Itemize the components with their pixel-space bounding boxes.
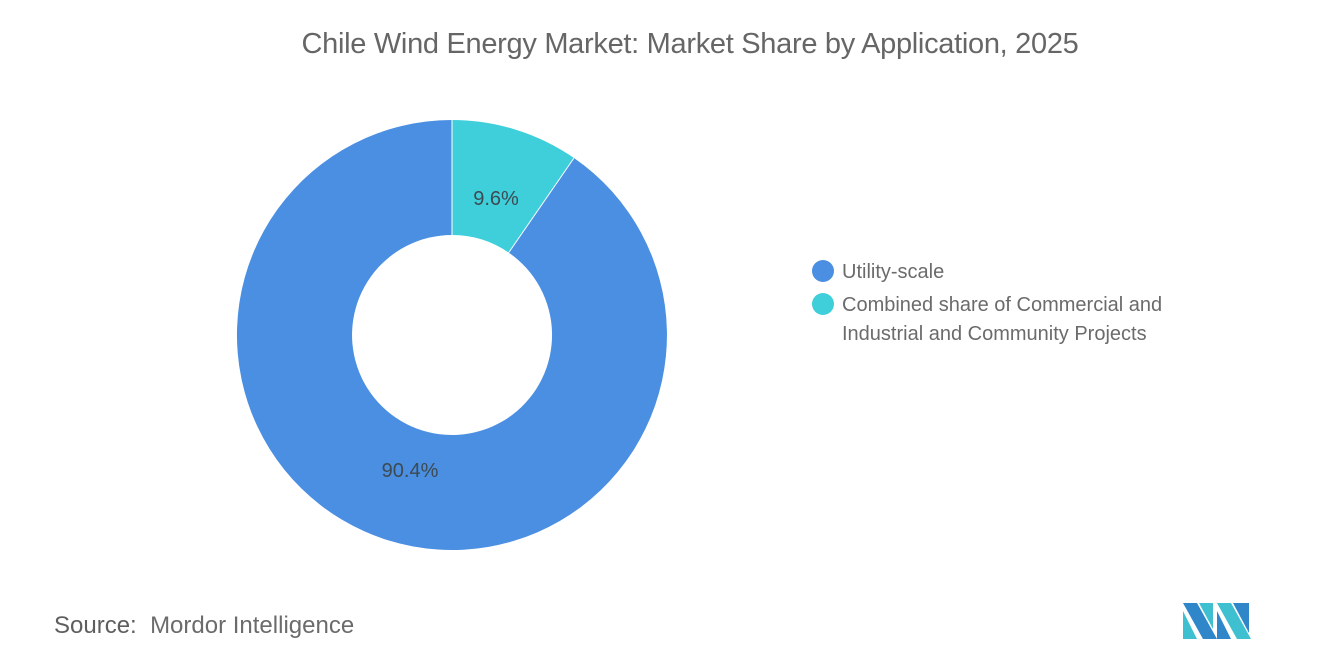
mordor-logo-icon bbox=[1183, 603, 1251, 639]
source-prefix: Source: bbox=[54, 612, 137, 639]
legend-swatch-icon bbox=[812, 293, 834, 315]
label-combined: 9.6% bbox=[473, 188, 519, 210]
source-note: Source: Mordor Intelligence bbox=[54, 612, 354, 640]
legend-label: Utility-scale bbox=[842, 261, 945, 283]
label-utility: 90.4% bbox=[382, 460, 439, 482]
chart-title: Chile Wind Energy Market: Market Share b… bbox=[301, 28, 1079, 60]
legend-item-combined-share[interactable]: Combined share of Commercial and Industr… bbox=[812, 291, 1222, 349]
source-name: Mordor Intelligence bbox=[150, 612, 355, 639]
legend-label: Combined share of Commercial and Industr… bbox=[842, 294, 1163, 345]
slice-utility-scale[interactable] bbox=[236, 120, 667, 551]
legend-swatch-icon bbox=[812, 260, 834, 282]
legend: Utility-scale Combined share of Commerci… bbox=[812, 258, 1222, 353]
slice-combined-share[interactable] bbox=[452, 120, 574, 253]
legend-item-utility-scale[interactable]: Utility-scale bbox=[812, 258, 1222, 287]
